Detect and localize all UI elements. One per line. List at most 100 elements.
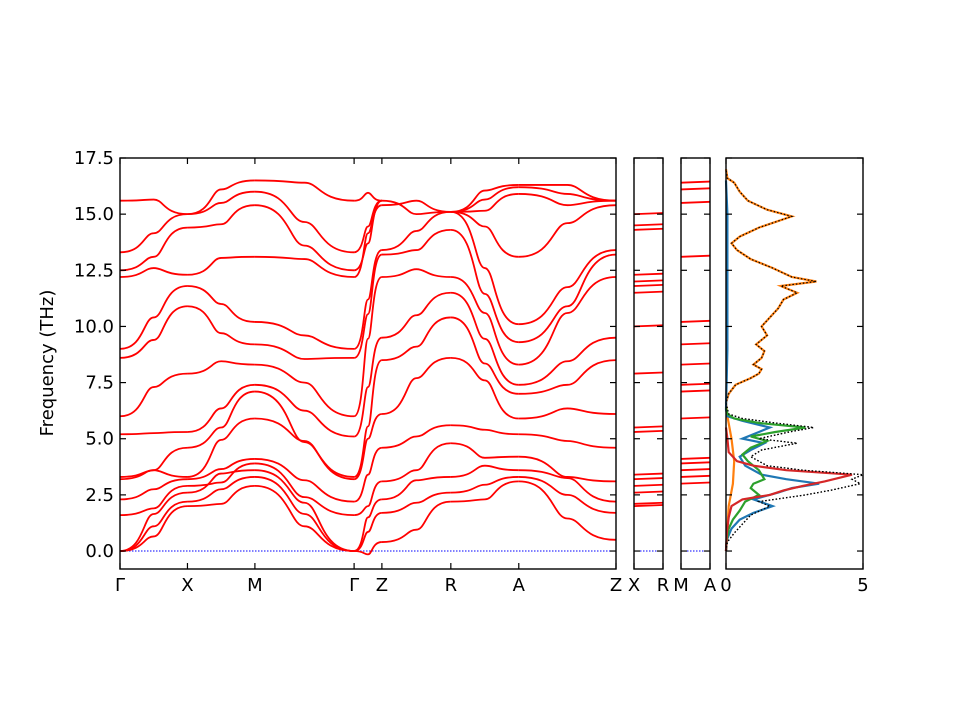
phonon-band-line bbox=[680, 342, 711, 346]
phonon-band-line bbox=[381, 211, 451, 251]
phonon-band-line bbox=[680, 481, 711, 485]
phonon-band-line bbox=[450, 480, 519, 503]
y-tick-label: 10.0 bbox=[74, 316, 114, 337]
phonon-band-line bbox=[187, 190, 255, 216]
phonon-band-line bbox=[450, 424, 519, 436]
phonon-band-line bbox=[518, 204, 617, 258]
phonon-band-line bbox=[633, 429, 664, 433]
phonon-band-line bbox=[254, 363, 355, 418]
phonon-band-line bbox=[254, 458, 355, 503]
phonon-band-line bbox=[353, 511, 383, 552]
phonon-band-line bbox=[187, 360, 255, 375]
phonon-band-line bbox=[518, 359, 617, 395]
phonon-band-line bbox=[633, 425, 664, 429]
x-tick-label: A bbox=[513, 575, 526, 596]
phonon-band-line bbox=[450, 228, 519, 344]
x-tick-label: X bbox=[181, 575, 193, 596]
phonon-band-line bbox=[119, 305, 188, 359]
phonon-band-line bbox=[254, 190, 355, 254]
phonon-band-line bbox=[381, 424, 451, 449]
x-tick-label: Z bbox=[376, 575, 388, 596]
phonon-band-line bbox=[518, 455, 617, 483]
phonon-band-line bbox=[381, 491, 451, 514]
phonon-band-line bbox=[518, 193, 617, 207]
m-a-panel-frame bbox=[680, 157, 711, 570]
phonon-band-line bbox=[450, 184, 519, 213]
phonon-band-line bbox=[119, 285, 188, 350]
phonon-band-line bbox=[450, 276, 519, 366]
phonon-band-line bbox=[450, 442, 519, 459]
y-tick-label: 2.5 bbox=[85, 485, 114, 506]
dos-panel-frame bbox=[725, 157, 864, 570]
dos-total-curve bbox=[725, 169, 864, 552]
phonon-band-line bbox=[680, 468, 711, 472]
phonon-band-line bbox=[187, 462, 255, 487]
phonon-band-line bbox=[680, 389, 711, 393]
phonon-band-line bbox=[633, 483, 664, 487]
phonon-band-line bbox=[633, 501, 664, 505]
x-tick-label: Γ bbox=[115, 575, 125, 596]
phonon-band-line bbox=[119, 372, 188, 418]
phonon-band-line bbox=[450, 211, 519, 326]
phonon-band-line bbox=[254, 343, 355, 360]
x-tick-label: R bbox=[657, 575, 670, 596]
phonon-band-line bbox=[680, 187, 711, 191]
phonon-band-line bbox=[633, 272, 664, 276]
phonon-band-line bbox=[119, 485, 188, 516]
phonon-band-line bbox=[381, 268, 451, 278]
phonon-band-line bbox=[633, 290, 664, 294]
phonon-band-line bbox=[187, 485, 255, 508]
phonon-band-line bbox=[633, 371, 664, 375]
y-tick-label: 17.5 bbox=[74, 148, 114, 169]
phonon-band-line bbox=[680, 416, 711, 420]
phonon-band-line bbox=[518, 407, 617, 420]
phonon-band-line bbox=[254, 462, 355, 516]
y-tick-label: 0.0 bbox=[85, 541, 114, 562]
phonon-band-line bbox=[450, 316, 519, 395]
phonon-band-line bbox=[119, 478, 188, 501]
phonon-band-line bbox=[381, 476, 451, 501]
phonon-band-line bbox=[187, 469, 255, 494]
y-tick-label: 7.5 bbox=[85, 373, 114, 394]
phonon-band-line bbox=[119, 505, 188, 552]
phonon-band-line bbox=[254, 476, 355, 552]
phonon-band-line bbox=[518, 480, 617, 541]
phonon-band-line bbox=[119, 226, 188, 272]
phonon-band-line bbox=[353, 446, 383, 503]
phonon-band-line bbox=[633, 477, 664, 481]
phonon-band-line bbox=[354, 480, 383, 516]
x-tick-label: A bbox=[704, 575, 717, 596]
phonon-band-line bbox=[633, 283, 664, 287]
phonon-band-line bbox=[119, 198, 188, 216]
phonon-band-line bbox=[353, 336, 383, 438]
phonon-band-line bbox=[633, 504, 664, 508]
phonon-band-line bbox=[518, 276, 617, 366]
phonon-band-line bbox=[680, 200, 711, 204]
x-r-panel-frame bbox=[633, 157, 664, 570]
dos-curve bbox=[724, 427, 853, 552]
phonon-band-line bbox=[518, 336, 617, 386]
phonon-band-line bbox=[119, 469, 188, 481]
phonon-band-line bbox=[450, 291, 519, 386]
x-tick-label: Γ bbox=[349, 575, 359, 596]
phonon-band-line bbox=[680, 319, 711, 323]
x-tick-label: M bbox=[247, 575, 263, 596]
x-tick-label: R bbox=[445, 575, 458, 596]
phonon-band-line bbox=[254, 383, 355, 438]
phonon-band-line bbox=[381, 442, 451, 483]
phonon-band-line bbox=[518, 186, 617, 202]
phonon-band-line bbox=[353, 498, 383, 552]
phonon-band-line bbox=[518, 469, 617, 503]
dos-curve bbox=[725, 169, 864, 552]
phonon-band-line bbox=[119, 267, 188, 278]
phonon-band-line bbox=[518, 184, 617, 202]
phonon-band-line bbox=[254, 469, 355, 552]
phonon-band-line bbox=[254, 321, 355, 350]
phonon-band-line bbox=[381, 500, 451, 543]
phonon-band-line bbox=[254, 390, 355, 478]
phonon-band-line bbox=[381, 199, 451, 216]
phonon-band-line bbox=[119, 500, 188, 552]
